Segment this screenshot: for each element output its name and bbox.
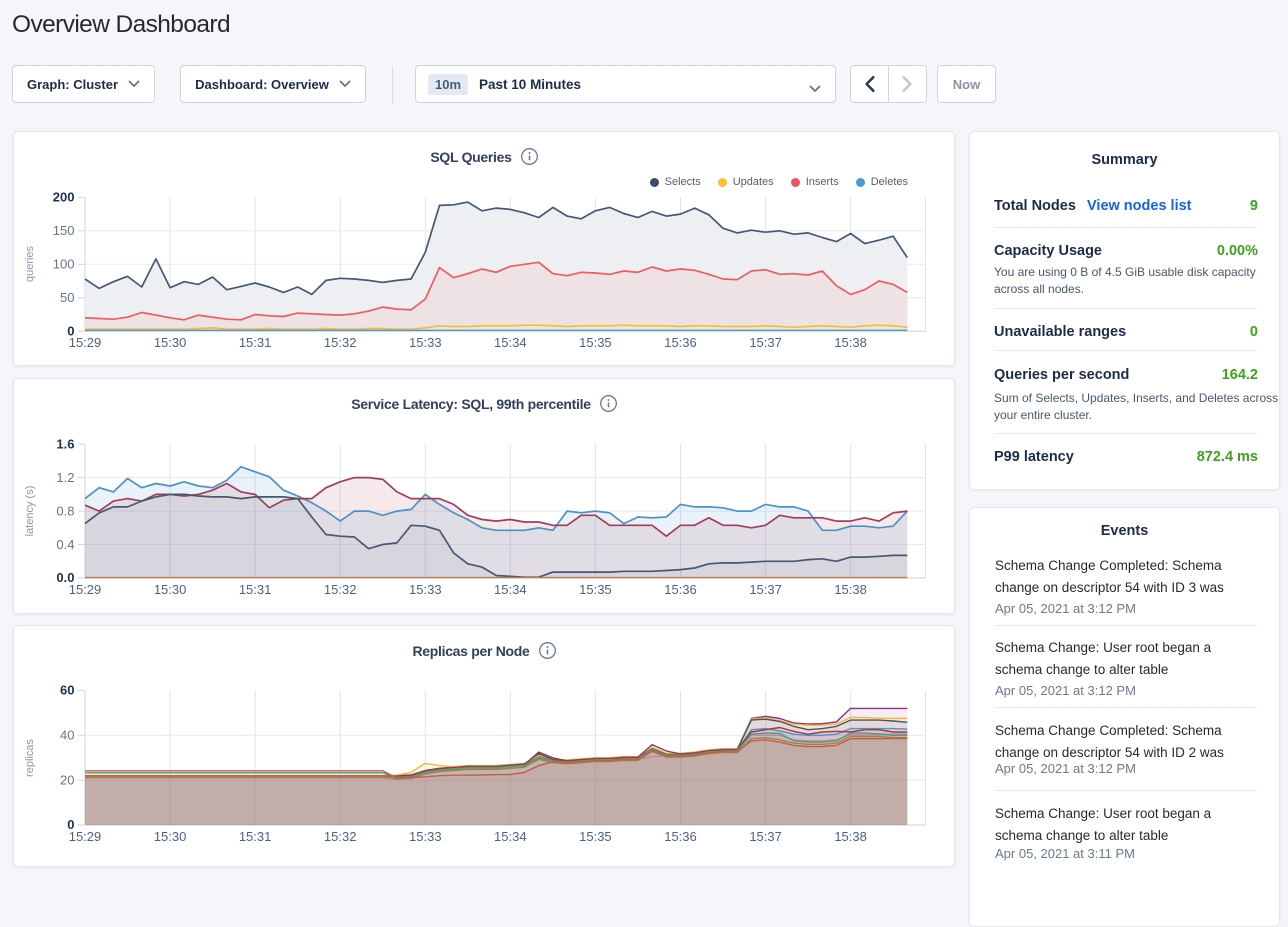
svg-text:15:33: 15:33 — [409, 582, 442, 597]
svg-text:15:34: 15:34 — [494, 829, 527, 844]
svg-text:15:32: 15:32 — [324, 335, 357, 350]
svg-text:15:32: 15:32 — [324, 829, 357, 844]
svg-text:15:34: 15:34 — [494, 335, 527, 350]
svg-text:15:37: 15:37 — [749, 582, 782, 597]
svg-text:15:30: 15:30 — [154, 829, 187, 844]
svg-text:0.0: 0.0 — [56, 570, 74, 585]
svg-text:15:33: 15:33 — [409, 829, 442, 844]
svg-text:replicas: replicas — [24, 739, 36, 777]
svg-text:15:29: 15:29 — [69, 582, 102, 597]
svg-text:15:35: 15:35 — [579, 829, 612, 844]
svg-text:0: 0 — [67, 323, 74, 338]
svg-text:15:31: 15:31 — [239, 335, 272, 350]
svg-text:15:33: 15:33 — [409, 335, 442, 350]
svg-text:15:36: 15:36 — [664, 829, 697, 844]
svg-text:15:38: 15:38 — [834, 829, 867, 844]
svg-text:15:38: 15:38 — [834, 582, 867, 597]
svg-text:1.2: 1.2 — [56, 470, 74, 485]
svg-text:15:35: 15:35 — [579, 582, 612, 597]
svg-text:200: 200 — [53, 190, 75, 205]
svg-text:15:29: 15:29 — [69, 829, 102, 844]
svg-text:15:37: 15:37 — [749, 829, 782, 844]
svg-text:0.4: 0.4 — [56, 537, 74, 552]
svg-text:150: 150 — [53, 223, 75, 238]
svg-text:15:35: 15:35 — [579, 335, 612, 350]
svg-text:15:31: 15:31 — [239, 829, 272, 844]
svg-text:15:36: 15:36 — [664, 335, 697, 350]
svg-text:50: 50 — [60, 290, 74, 305]
svg-text:20: 20 — [60, 772, 74, 787]
svg-text:latency (s): latency (s) — [24, 486, 36, 537]
svg-text:15:34: 15:34 — [494, 582, 527, 597]
svg-text:0: 0 — [67, 817, 74, 832]
svg-text:100: 100 — [53, 257, 75, 272]
svg-text:queries: queries — [24, 245, 36, 282]
svg-text:15:38: 15:38 — [834, 335, 867, 350]
svg-text:15:32: 15:32 — [324, 582, 357, 597]
svg-text:15:30: 15:30 — [154, 582, 187, 597]
svg-text:0.8: 0.8 — [56, 503, 74, 518]
svg-text:1.6: 1.6 — [56, 436, 74, 451]
svg-text:15:31: 15:31 — [239, 582, 272, 597]
svg-text:15:30: 15:30 — [154, 335, 187, 350]
svg-text:15:36: 15:36 — [664, 582, 697, 597]
svg-text:15:29: 15:29 — [69, 335, 102, 350]
svg-text:40: 40 — [60, 728, 74, 743]
svg-text:60: 60 — [60, 683, 74, 698]
svg-text:15:37: 15:37 — [749, 335, 782, 350]
